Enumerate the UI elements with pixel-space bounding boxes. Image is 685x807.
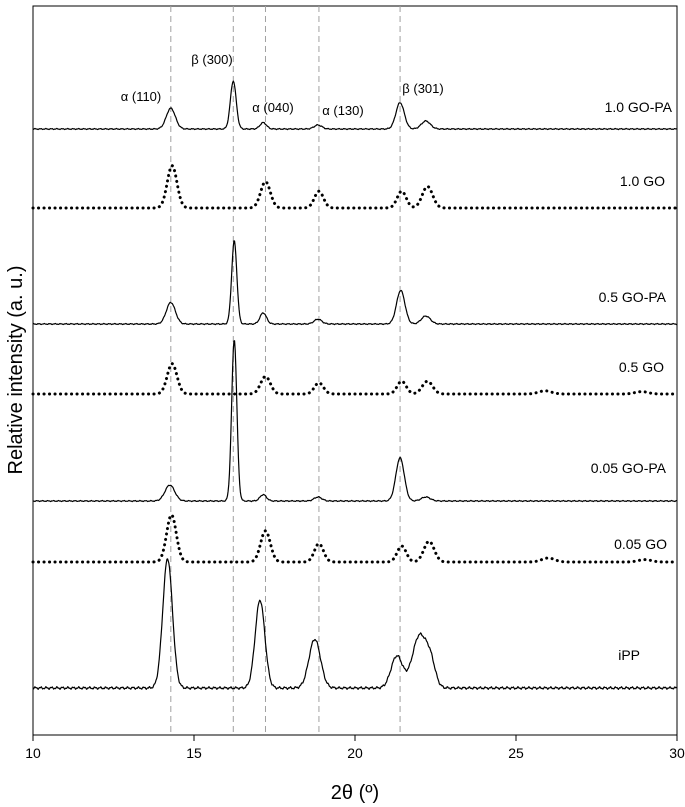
series-curve xyxy=(31,163,679,210)
x-axis-label: 2θ (º) xyxy=(331,782,379,804)
y-axis-label: Relative intensity (a. u.) xyxy=(5,266,27,475)
series-labels: 1.0 GO-PA 1.0 GO 0.5 GO-PA 0.5 GO 0.05 GO-PA… xyxy=(591,99,673,663)
x-axis-ticks: 10 15 20 25 30 xyxy=(25,735,685,761)
reference-label: α (040) xyxy=(252,100,293,115)
reference-labels: α (110) β (300) α (040) α (130) β (301) xyxy=(121,52,444,118)
series-label: 0.5 GO xyxy=(619,359,664,375)
x-tick-label: 10 xyxy=(25,745,41,761)
x-tick-label: 20 xyxy=(347,745,363,761)
x-tick-label: 25 xyxy=(508,745,524,761)
series-curve xyxy=(32,80,678,131)
reference-label: α (130) xyxy=(322,103,363,118)
series-label: 0.5 GO-PA xyxy=(599,289,667,305)
reference-label: β (301) xyxy=(402,81,443,96)
series-label: iPP xyxy=(618,647,640,663)
reference-label: β (300) xyxy=(191,52,232,67)
series-curve xyxy=(32,558,678,690)
x-tick-label: 15 xyxy=(186,745,202,761)
series-curve xyxy=(31,361,679,396)
series-curves xyxy=(31,80,679,690)
series-curve xyxy=(32,240,678,326)
series-curve xyxy=(31,513,679,564)
series-label: 0.05 GO xyxy=(614,536,667,552)
series-label: 0.05 GO-PA xyxy=(591,460,667,476)
series-curve xyxy=(32,340,678,503)
series-label: 1.0 GO-PA xyxy=(605,99,673,115)
x-tick-label: 30 xyxy=(669,745,685,761)
series-label: 1.0 GO xyxy=(620,173,665,189)
reference-label: α (110) xyxy=(121,89,162,104)
reference-lines xyxy=(170,6,401,735)
